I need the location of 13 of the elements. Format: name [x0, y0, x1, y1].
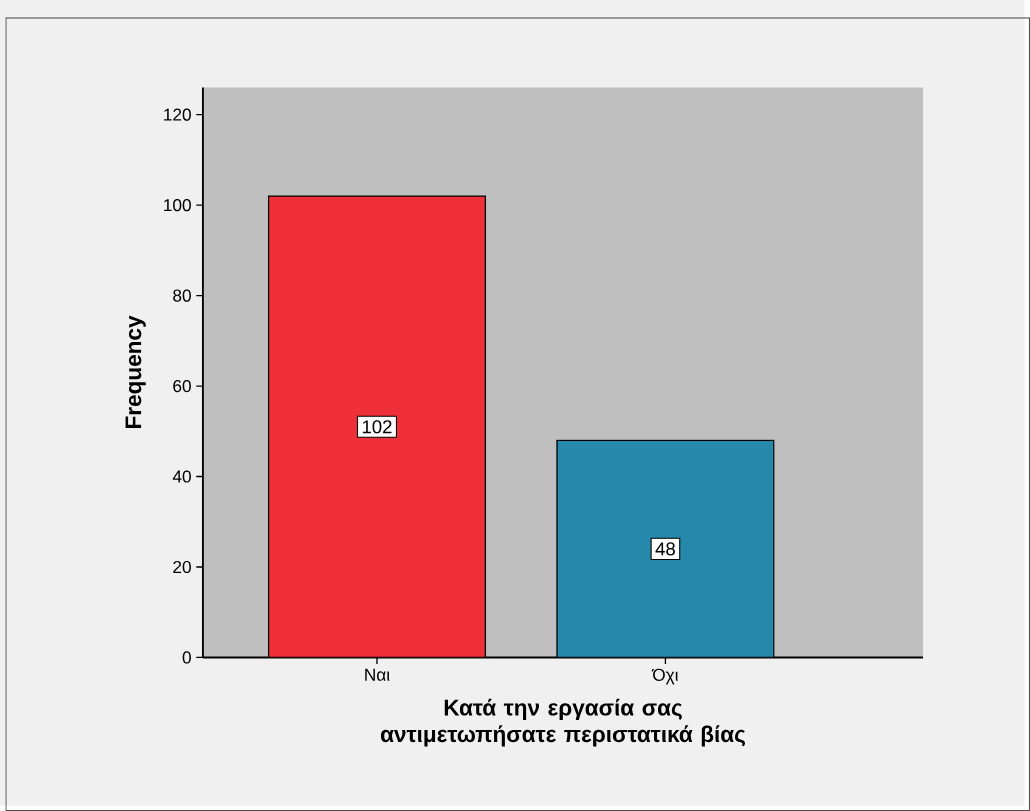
y-tick-label: 80 [173, 289, 191, 302]
x-axis-title: Κατά την εργασία σας αντιμετωπήσατε περιστατικά βίας [381, 698, 745, 747]
y-axis-title: Frequency [125, 315, 146, 428]
y-tick-label: 20 [173, 560, 191, 574]
x-tick-label: Ναι [365, 668, 390, 681]
y-tick-label: 100 [164, 198, 191, 212]
y-tick-label: 120 [164, 108, 191, 121]
x-tick-label: Όχι [651, 668, 679, 685]
data-label: 102 [362, 420, 392, 434]
y-tick-label: 40 [172, 470, 191, 483]
data-label: 48 [655, 542, 675, 556]
y-tick-label: 60 [173, 379, 191, 393]
y-tick-label: 0 [182, 651, 191, 664]
